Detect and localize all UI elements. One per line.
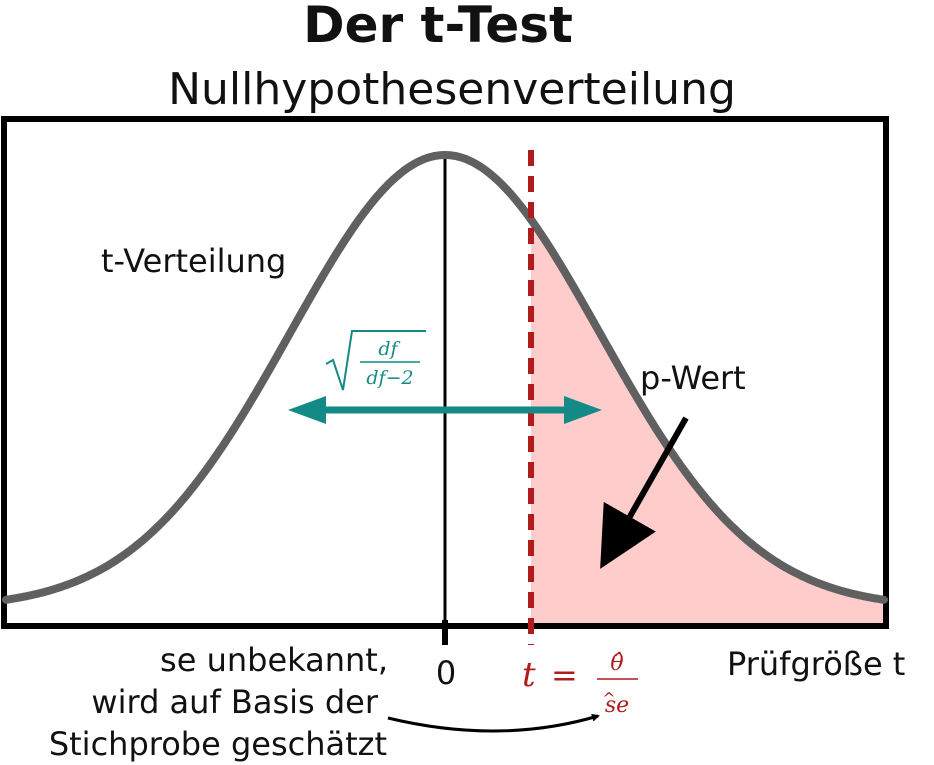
t-formula-numerator: θ̂ [610,651,623,676]
curve-label: t-Verteilung [101,242,286,280]
title: Der t-Test [303,0,573,54]
t-formula-denominator-hat: ^ [602,689,615,708]
t-formula-denominator: se [605,693,629,718]
p-value-area [531,219,884,623]
note-line-3: Stichprobe geschätzt [49,725,387,763]
sd-width-arrow [288,396,602,424]
zero-tick-label: 0 [436,654,456,692]
sd-formula: df df−2 [325,330,426,391]
t-formula-lhs: t [522,655,536,695]
note-connector-arrow [387,713,600,733]
axis-label: Prüfgröße t [727,645,905,683]
p-value-label: p-Wert [640,359,746,397]
t-statistic-formula: t = θ̂ ^ se [522,651,638,718]
t-distribution-curve [2,151,888,604]
subtitle: Nullhypothesenverteilung [168,64,736,115]
note-line-1: se unbekannt, [160,641,388,679]
sd-formula-numerator: df [378,338,400,360]
sd-formula-denominator: df−2 [366,367,413,389]
note-line-2: wird auf Basis der [91,683,378,721]
p-value-pointer-arrow [600,416,689,569]
t-formula-eq: = [551,656,578,694]
